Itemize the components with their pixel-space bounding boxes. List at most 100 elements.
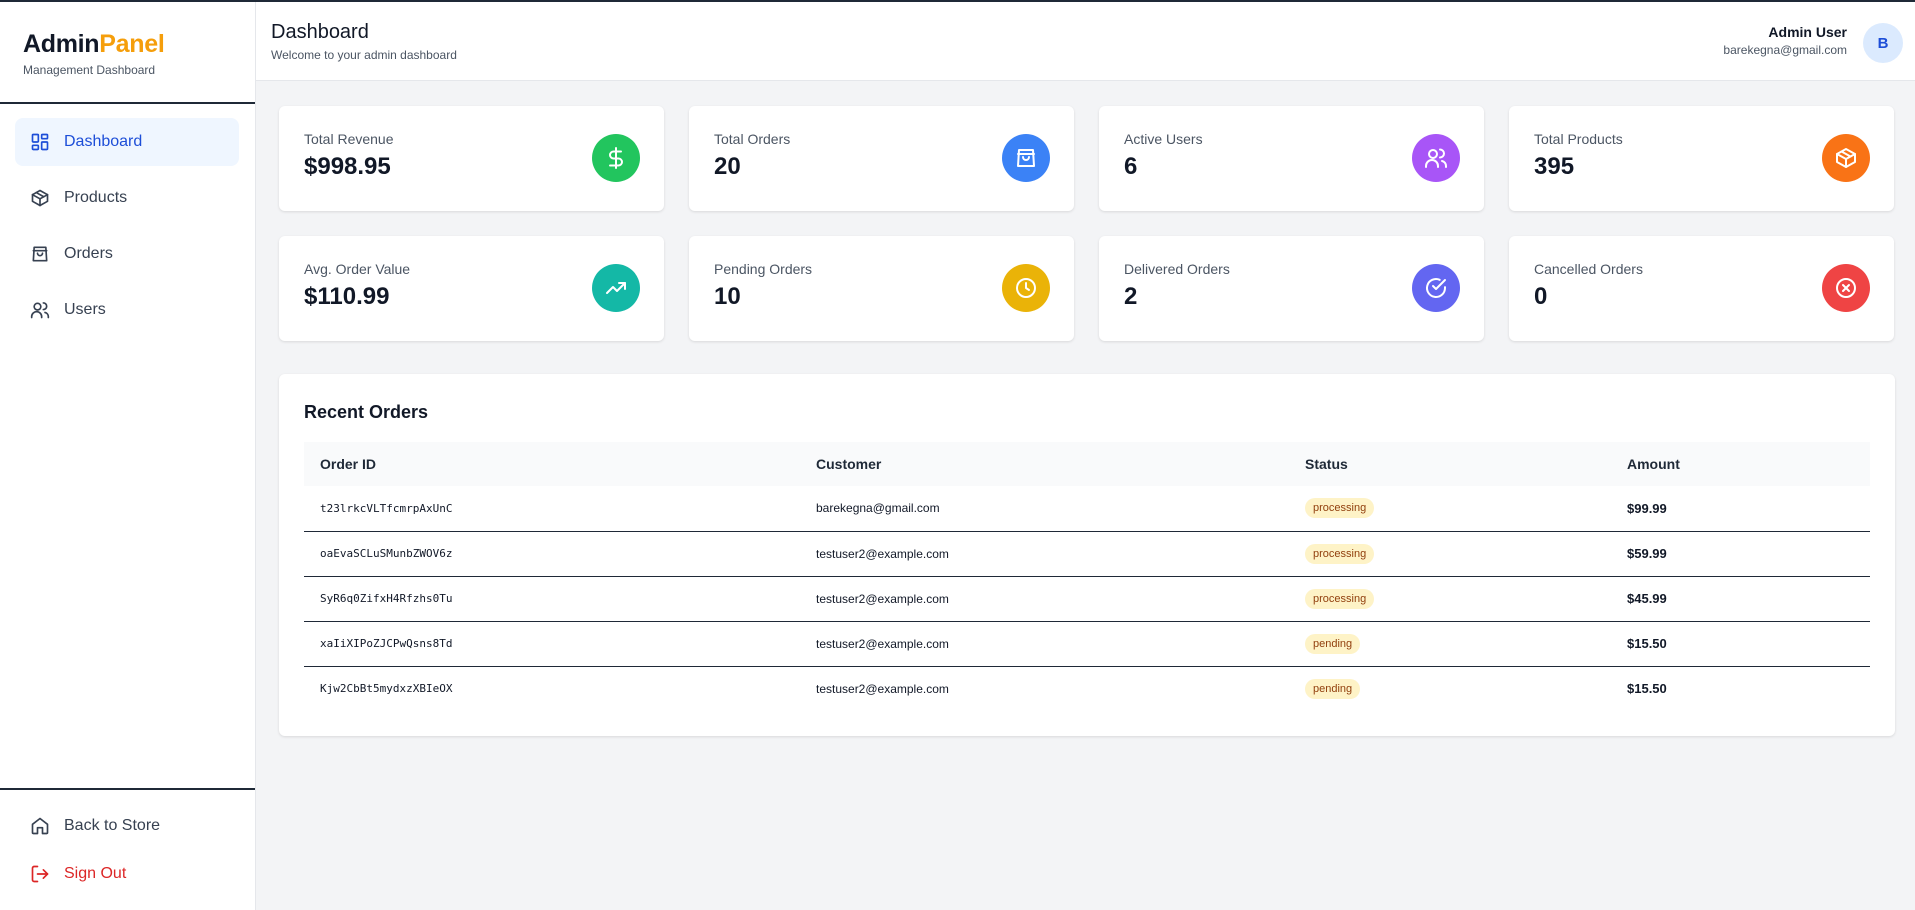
recent-orders-panel: Recent Orders Order ID Customer Status A… [279,374,1895,736]
log-out-icon [30,864,50,884]
top-header: Dashboard Welcome to your admin dashboar… [256,2,1915,81]
stat-label: Cancelled Orders [1534,261,1643,277]
stat-value: $110.99 [304,283,390,310]
stat-card-cancelled-orders: Cancelled Orders 0 [1509,236,1894,341]
status-badge: pending [1305,678,1361,699]
stat-value: $998.95 [304,153,391,180]
avatar[interactable]: B [1863,23,1903,63]
recent-orders-title: Recent Orders [304,402,429,422]
order-id-cell: t23lrkcVLTfcmrpAxUnC [320,501,453,515]
x-circle-icon [1822,264,1870,312]
dollar-icon [592,134,640,182]
stats-grid: Total Revenue $998.95 Total Orders 20 Ac… [279,106,1895,341]
customer-cell: barekegna@gmail.com [816,501,940,516]
stat-card-total-products: Total Products 395 [1509,106,1894,211]
page-subtitle: Welcome to your admin dashboard [271,48,457,62]
stat-card-active-users: Active Users 6 [1099,106,1484,211]
stat-value: 20 [714,153,741,180]
brand-title-accent: Panel [99,30,165,58]
customer-cell: testuser2@example.com [816,546,949,561]
table-header-row: Order ID Customer Status Amount [304,442,1870,486]
table-row[interactable]: Kjw2CbBt5mydxzXBIeOX testuser2@example.c… [304,666,1870,711]
status-badge: pending [1305,633,1361,654]
stat-card-delivered-orders: Delivered Orders 2 [1099,236,1484,341]
status-badge: processing [1305,543,1375,564]
home-icon [30,816,50,836]
recent-orders-table: Order ID Customer Status Amount t23lrkcV… [304,442,1870,711]
order-id-cell: SyR6q0ZifxH4Rfzhs0Tu [320,592,453,605]
sign-out-label: Sign Out [64,865,127,882]
table-row[interactable]: xaIiXIPoZJCPwQsns8Td testuser2@example.c… [304,621,1870,666]
order-id-cell: xaIiXIPoZJCPwQsns8Td [320,637,453,650]
sidebar-item-products[interactable]: Products [15,174,239,222]
stat-card-total-revenue: Total Revenue $998.95 [279,106,664,211]
sidebar-item-label: Users [64,301,106,318]
trending-up-icon [592,264,640,312]
page-title: Dashboard [271,21,369,43]
user-info[interactable]: Admin User barekegna@gmail.com [1723,24,1847,57]
stat-label: Active Users [1124,131,1203,147]
stat-label: Pending Orders [714,261,813,277]
amount-cell: $45.99 [1627,591,1667,606]
users-icon [1412,134,1460,182]
amount-cell: $99.99 [1627,500,1667,516]
table-row[interactable]: t23lrkcVLTfcmrpAxUnC barekegna@gmail.com… [304,486,1870,531]
shopping-bag-icon [1002,134,1050,182]
column-header-customer: Customer [816,456,882,472]
amount-cell: $15.50 [1627,681,1667,697]
sign-out-button[interactable]: Sign Out [15,850,239,898]
sidebar-nav: Dashboard Products Orders Users [0,104,255,788]
back-to-store-link[interactable]: Back to Store [15,802,239,850]
sidebar-item-label: Orders [64,245,113,262]
stat-label: Total Products [1534,131,1623,147]
stat-label: Avg. Order Value [304,261,411,277]
shopping-bag-icon [30,244,50,264]
stat-value: 0 [1534,283,1548,310]
stat-label: Delivered Orders [1124,261,1230,277]
status-cell: pending [1289,621,1611,666]
customer-cell: testuser2@example.com [816,591,949,606]
stat-value: 6 [1124,153,1138,180]
stat-value: 2 [1124,283,1138,310]
stat-value: 395 [1534,153,1575,180]
status-cell: processing [1289,486,1611,531]
brand-subtitle: Management Dashboard [23,63,156,77]
sidebar-item-label: Products [64,189,128,206]
table-row[interactable]: oaEvaSCLuSMunbZWOV6z testuser2@example.c… [304,531,1870,576]
status-cell: processing [1289,531,1611,576]
stat-value: 10 [714,283,741,310]
box-icon [30,188,50,208]
amount-cell: $59.99 [1627,546,1667,561]
status-badge: processing [1305,588,1375,609]
column-header-order-id: Order ID [320,456,377,472]
brand: AdminPanel Management Dashboard [0,2,255,104]
amount-cell: $15.50 [1627,636,1667,651]
back-to-store-label: Back to Store [64,817,161,834]
sidebar-item-users[interactable]: Users [15,286,239,334]
stat-card-pending-orders: Pending Orders 10 [689,236,1074,341]
column-header-status: Status [1305,456,1348,472]
check-circle-icon [1412,264,1460,312]
status-cell: pending [1289,666,1611,711]
column-header-amount: Amount [1627,456,1680,472]
sidebar-item-orders[interactable]: Orders [15,230,239,278]
sidebar-item-dashboard[interactable]: Dashboard [15,118,239,166]
table-row[interactable]: SyR6q0ZifxH4Rfzhs0Tu testuser2@example.c… [304,576,1870,621]
dashboard-grid-icon [30,132,50,152]
user-email: barekegna@gmail.com [1723,43,1847,57]
stat-card-avg-order-value: Avg. Order Value $110.99 [279,236,664,341]
users-icon [30,300,50,320]
stat-card-total-orders: Total Orders 20 [689,106,1074,211]
brand-title[interactable]: AdminPanel [23,30,255,59]
customer-cell: testuser2@example.com [816,636,949,651]
brand-title-main: Admin [23,30,100,58]
sidebar: AdminPanel Management Dashboard Dashboar… [0,2,256,910]
status-badge: processing [1305,498,1375,519]
box-icon [1822,134,1870,182]
order-id-cell: Kjw2CbBt5mydxzXBIeOX [320,682,453,696]
customer-cell: testuser2@example.com [816,681,949,696]
clock-icon [1002,264,1050,312]
user-name: Admin User [1768,24,1847,40]
stat-label: Total Revenue [304,131,394,147]
stat-label: Total Orders [714,131,791,147]
